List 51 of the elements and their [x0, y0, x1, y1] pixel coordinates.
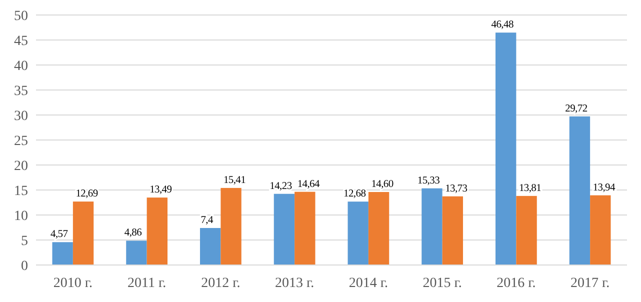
- bar: [200, 228, 221, 265]
- bar: [72, 202, 94, 265]
- data-label: 13,94: [592, 182, 616, 194]
- data-label: 15,33: [417, 175, 440, 186]
- data-label: 14,23: [270, 180, 292, 192]
- bar: [422, 188, 442, 265]
- data-label: 29,72: [565, 103, 588, 114]
- data-label: 14,60: [371, 179, 394, 190]
- y-tick-label: 25: [14, 134, 28, 149]
- bar: [368, 192, 390, 265]
- y-tick-label: 5: [21, 234, 28, 249]
- y-tick-label: 10: [14, 208, 28, 224]
- x-tick-label: 2011 г.: [127, 276, 166, 291]
- bar: [146, 198, 168, 265]
- bar: [442, 196, 463, 265]
- data-label: 13,73: [445, 183, 468, 194]
- data-label: 13,81: [518, 182, 542, 194]
- data-label: 7,4: [200, 215, 214, 226]
- x-tick-label: 2010 г.: [53, 276, 93, 291]
- x-tick-label: 2013 г.: [274, 276, 314, 291]
- bar: [274, 194, 295, 265]
- y-tick-label: 40: [14, 58, 28, 74]
- data-label: 13,49: [150, 184, 172, 196]
- y-tick-label: 0: [21, 258, 28, 274]
- y-tick-label: 20: [14, 158, 28, 174]
- data-label: 12,68: [344, 188, 366, 200]
- bar: [126, 240, 147, 265]
- data-label: 14,64: [297, 178, 321, 190]
- y-tick-label: 35: [14, 84, 28, 99]
- y-tick-label: 50: [14, 8, 28, 24]
- bar: [348, 202, 368, 265]
- bar: [220, 188, 242, 265]
- y-tick-label: 30: [14, 108, 28, 124]
- x-tick-label: 2017 г.: [570, 276, 610, 291]
- bar: [294, 192, 316, 265]
- data-label: 12,69: [76, 188, 98, 200]
- bar: [496, 32, 516, 265]
- data-label: 46,48: [491, 20, 514, 31]
- bar: [590, 195, 611, 265]
- y-tick-label: 45: [14, 34, 28, 49]
- x-tick-label: 2016 г.: [496, 276, 536, 291]
- bar: [516, 196, 537, 265]
- bar: [52, 242, 73, 265]
- bar: [569, 116, 590, 265]
- x-tick-label: 2014 г.: [348, 276, 388, 291]
- data-label: 4,86: [124, 228, 142, 239]
- data-label: 4,57: [50, 229, 68, 240]
- y-tick-label: 15: [14, 184, 28, 199]
- x-tick-label: 2015 г.: [422, 276, 462, 291]
- x-tick-label: 2012 г.: [201, 276, 240, 291]
- data-label: 15,41: [223, 174, 246, 186]
